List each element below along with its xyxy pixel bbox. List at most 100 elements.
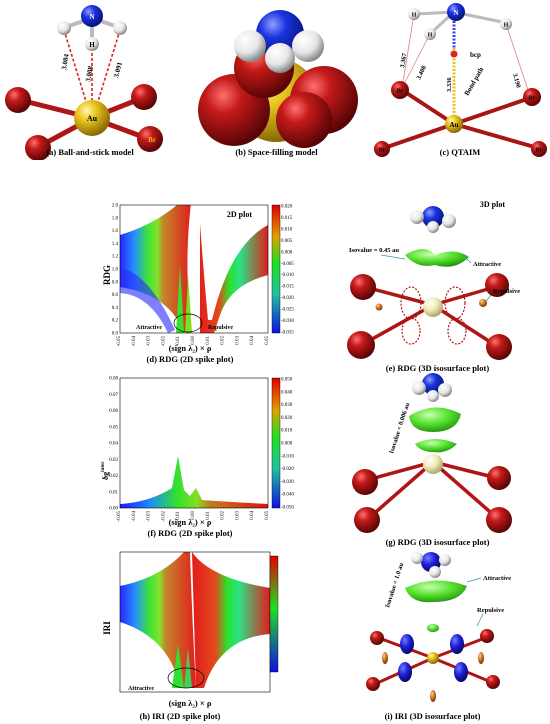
atom-label-br: Br: [148, 136, 156, 144]
hydrogen-atom: [424, 28, 436, 40]
atom-label-au: Au: [450, 121, 459, 129]
colorbar-tick-label: -0.005: [281, 262, 294, 267]
distance-label: 3.367: [399, 52, 409, 68]
bromine-atom: [391, 81, 409, 99]
colorbar-tick-label: -0.030: [281, 319, 294, 324]
attractive-label: Attractive: [473, 261, 501, 268]
colorbar-tick-label: -0.020: [281, 467, 294, 472]
y-tick-label: 0.04: [109, 442, 118, 447]
panel-g-rdg-3d: Isovalue = 0.006 au (g) RDG (3D isosurfa…: [345, 370, 550, 550]
x-tick-label: 0.05: [265, 336, 270, 345]
colorbar-ticks: 0.050 0.040 0.030 0.020 0.010 0.000 -0.010 -0.0…: [281, 378, 294, 511]
atom-label-h: H: [89, 41, 95, 49]
x-tick-label: 0.01: [206, 336, 211, 345]
x-axis-ticks: -0.05 -0.04 -0.03 -0.02 -0.01 0.00 0.01 0.02 0.0…: [117, 511, 270, 522]
xlabel-d: (sign λ₂) × ρ: [168, 343, 212, 353]
x-tick-label: -0.05: [117, 511, 122, 522]
bromine-atom: [5, 87, 31, 113]
bond-critical-point: [450, 50, 458, 58]
y-tick-label: 0.01: [109, 490, 118, 495]
distance-label: 3.190: [511, 73, 522, 89]
y-tick-label: 0.6: [112, 293, 119, 298]
panel-c-qtaim: N H H H Au Br Br Br Br bcp Bond path 3.3…: [370, 0, 550, 170]
caption-g: (g) RDG (3D isosurface plot): [385, 537, 490, 547]
bond-path-label: Bond path: [463, 66, 486, 97]
x-tick-label: 0.01: [206, 511, 211, 520]
colorbar-tick-label: 0.020: [281, 416, 293, 421]
colorbar: [269, 555, 279, 673]
isovalue-label: Isovalue = 0.45 au: [349, 247, 399, 254]
distance-label: 3.408: [415, 64, 428, 81]
iri-3d-isosurface: Isovalue = 1.0 au Attractive Repulsive: [366, 552, 511, 702]
caption-e: (e) RDG (3D isosurface plot): [385, 363, 490, 373]
x-tick-label: -0.01: [176, 336, 181, 347]
atom-label-n: N: [89, 13, 94, 21]
colorbar: [271, 204, 281, 334]
x-tick-label: -0.04: [132, 336, 137, 347]
atom-label-n: N: [453, 9, 458, 17]
plot-label: 2D plot: [227, 210, 252, 219]
y-tick-label: 0.0: [112, 332, 119, 337]
y-tick-label: 0.00: [109, 507, 118, 512]
repulsive-label: Repulsive: [477, 607, 504, 614]
panel-d-rdg-2d: 0.0 0.2 0.4 0.6 0.8 1.0 1.2 1.4 1.6 1.8 2.0 -0.05-…: [80, 195, 295, 365]
x-tick-label: 0.02: [221, 336, 226, 345]
x-tick-label: 0.04: [250, 511, 255, 520]
y-axis-label: RDG: [102, 265, 112, 285]
dginter-2d-plot: 0.00 0.01 0.02 0.03 0.04 0.05 0.06 0.07 0.08 -0.…: [101, 377, 294, 522]
colorbar-tick-label: 0.040: [281, 390, 293, 395]
y-axis-label: δginter: [101, 461, 110, 480]
distance-label: 3.091: [112, 61, 124, 79]
distance-label: 3.336: [446, 77, 453, 92]
colorbar-tick-label: 0.010: [281, 429, 293, 434]
colorbar-tick-label: 0.050: [281, 378, 293, 383]
rdg-3d-isosurface: 3D plot Isovalue = 0.45 au Attractive Re…: [347, 200, 520, 360]
y-tick-label: 1.6: [112, 229, 119, 234]
plot-label: 3D plot: [480, 200, 505, 209]
bromine-atom: [523, 88, 541, 106]
y-tick-label: 0.06: [109, 409, 118, 414]
atom-label-h: H: [428, 33, 433, 39]
x-tick-label: -0.02: [161, 511, 166, 522]
atom-label-br: Br: [529, 96, 536, 102]
repulsive-label: Repulsive: [493, 288, 520, 295]
colorbar-tick-label: 0.015: [281, 216, 293, 221]
colorbar-tick-label: -0.015: [281, 285, 294, 290]
colorbar-ticks: 0.020 0.015 0.010 0.005 0.000 -0.005 -0.010 -0.…: [281, 205, 294, 336]
y-tick-label: 0.08: [109, 377, 118, 382]
caption-a: (a) Ball-and-stick model: [46, 147, 134, 157]
attractive-isosurface: [405, 249, 469, 267]
contact-line: [95, 29, 121, 109]
colorbar-tick-label: 0.000: [281, 442, 293, 447]
hydrogen-atom: [113, 21, 127, 35]
colorbar-tick-label: -0.050: [281, 506, 294, 511]
ball-and-stick-figure: N H Au Br 3.084 3.008 3.091: [5, 5, 163, 161]
x-tick-label: -0.03: [147, 336, 152, 347]
isovalue-label: Isovalue = 0.006 au: [388, 402, 411, 455]
hydrogen-atom: [85, 37, 99, 51]
colorbar-tick-label: 0.010: [281, 227, 293, 232]
x-tick-label: -0.02: [161, 336, 166, 347]
colorbar-tick-label: -0.035: [281, 331, 294, 336]
caption-i: (i) IRI (3D isosurface plot): [384, 711, 481, 721]
attractive-isosurface: [405, 580, 467, 603]
y-tick-label: 0.4: [112, 306, 119, 311]
bromine-atom: [137, 126, 163, 152]
y-tick-label: 0.8: [112, 280, 119, 285]
y-axis-ticks: 0.00 0.01 0.02 0.03 0.04 0.05 0.06 0.07 0.08: [109, 377, 118, 512]
colorbar-tick-label: 0.005: [281, 239, 293, 244]
space-filling-figure: [198, 10, 358, 148]
y-tick-label: 0.02: [109, 474, 118, 479]
x-tick-label: -0.04: [132, 511, 137, 522]
colorbar-tick-label: 0.000: [281, 250, 293, 255]
hydrogen-atom: [408, 8, 420, 20]
colorbar-tick-label: -0.040: [281, 493, 294, 498]
y-tick-label: 1.8: [112, 216, 119, 221]
x-tick-label: -0.01: [176, 511, 181, 522]
hydrogen-atom: [500, 18, 512, 30]
atom-label-br: Br: [397, 89, 404, 95]
xlabel-f: (sign λ₂) × ρ: [168, 517, 212, 527]
colorbar-tick-label: -0.010: [281, 273, 294, 278]
qtaim-figure: N H H H Au Br Br Br Br bcp Bond path 3.3…: [374, 3, 547, 157]
colorbar: [271, 377, 281, 509]
